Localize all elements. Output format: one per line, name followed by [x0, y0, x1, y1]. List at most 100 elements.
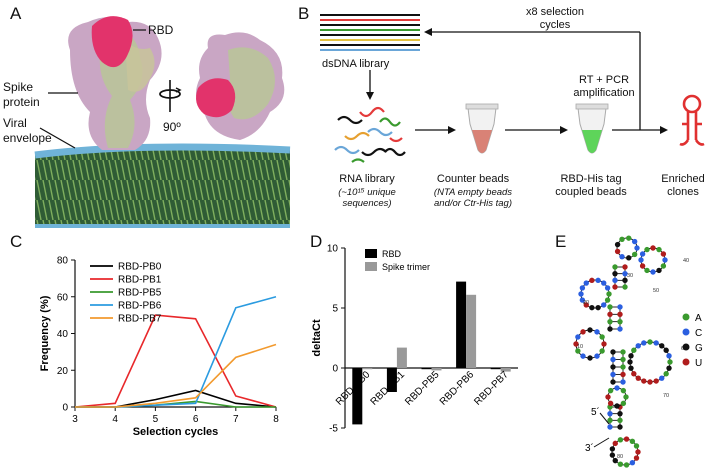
legend-label-a: A: [695, 313, 702, 324]
five-prime-leader: [599, 412, 610, 425]
nucleotide: [612, 440, 618, 447]
nucleotide: [614, 385, 620, 391]
nucleotide: [601, 280, 607, 286]
bar-spike-trimer-rbd-pb7: [500, 368, 511, 372]
nucleotide: [617, 437, 624, 443]
nucleotide: [660, 251, 667, 257]
y-tick-label: -5: [329, 424, 338, 435]
x-tick-label: 5: [153, 414, 159, 425]
bar-rbd-rbd-pb0: [352, 368, 363, 425]
nucleotide: [610, 364, 616, 370]
nucleotide: [617, 326, 623, 332]
y-axis-title: deltaCt: [311, 319, 323, 357]
x-tick-label: 3: [72, 414, 78, 425]
nucleotide: [622, 277, 628, 284]
nucleotide: [635, 449, 641, 455]
counter-beads-label: Counter beads: [436, 173, 510, 185]
panel-b-schematic: [320, 14, 705, 163]
x-category-label: RBD-PB6: [438, 369, 477, 408]
nucleotide: [622, 284, 628, 290]
nucleotide: [620, 379, 626, 385]
bar-rbd-rbd-pb6: [456, 281, 467, 368]
y-tick-label: 10: [327, 244, 339, 255]
three-prime-label: 3´: [585, 442, 594, 454]
nucleotide: [633, 443, 640, 449]
nucleotide: [579, 285, 586, 291]
bar-spike-trimer-rbd-pb0: [362, 368, 373, 370]
nucleotide: [589, 304, 595, 311]
nucleotide: [607, 410, 613, 417]
nucleotide: [644, 267, 650, 274]
nucleotide: [629, 459, 636, 466]
nucleotide: [663, 347, 669, 353]
rbd-label: RBD: [148, 23, 174, 37]
position-label: 70: [663, 393, 669, 399]
nucleotide: [589, 277, 595, 284]
nucleotide: [575, 334, 581, 340]
nucleotide: [612, 270, 618, 277]
nucleotide: [610, 356, 616, 363]
position-label: 40: [683, 258, 689, 264]
nucleotide: [601, 302, 607, 308]
position-label: 10: [577, 344, 583, 350]
spike-side-view: [68, 16, 162, 150]
nucleotide: [667, 359, 673, 365]
nucleotide: [623, 394, 629, 400]
series-line-rbd-pb6: [75, 295, 277, 408]
nucleotide: [628, 353, 634, 359]
deltact-bar-chart: -50510deltaCtRBD-PB0RBD-PB1RBD-PB5RBD-PB…: [311, 244, 518, 435]
nucleotide: [575, 348, 581, 354]
rbd-his-tube-icon: [575, 103, 609, 154]
nucleotide: [583, 280, 589, 286]
nucleotide: [601, 341, 607, 347]
panel-letter-e: E: [555, 232, 567, 251]
nucleotide: [607, 326, 613, 332]
nucleotide: [599, 348, 605, 354]
x-tick-label: 6: [193, 414, 199, 425]
rotation-label: 90º: [163, 120, 181, 134]
panel-a-illustration: [34, 16, 291, 228]
rna-library-icon: [334, 106, 406, 163]
nucleotide: [659, 343, 665, 349]
x-tick-label: 8: [273, 414, 279, 425]
nucleotide: [662, 257, 668, 263]
y-tick-label: 80: [57, 256, 69, 267]
panel-letter-a: A: [10, 4, 22, 23]
nucleotide: [629, 438, 636, 445]
nucleotide: [638, 257, 644, 263]
nucleotide: [579, 297, 586, 303]
nucleotide: [594, 329, 600, 335]
legend-label: RBD-PB6: [118, 301, 162, 312]
y-tick-label: 5: [332, 304, 338, 315]
nucleotide: [612, 284, 618, 290]
spike-rotated-view: [196, 32, 285, 140]
nucleotide: [587, 355, 593, 361]
nucleotide: [610, 371, 616, 378]
nucleotide: [631, 251, 638, 258]
y-tick-label: 0: [62, 403, 68, 414]
three-prime-leader: [593, 437, 610, 448]
rna-library-label: RNA library: [339, 173, 395, 185]
loop-backbone: [640, 247, 666, 273]
nucleotide: [620, 349, 626, 355]
y-tick-label: 20: [57, 366, 69, 377]
legend-label: RBD: [382, 249, 402, 259]
x-category-label: RBD-PB5: [403, 369, 442, 408]
nucleotide: [610, 349, 616, 355]
counter-beads-sublabel: (NTA empty beads and/or Ctr-His tag): [433, 187, 513, 209]
position-label: 20: [583, 300, 589, 306]
nucleotide: [628, 365, 634, 371]
legend-dot-g: [682, 343, 690, 351]
nucleotide: [607, 304, 613, 310]
nucleotide: [622, 270, 628, 277]
nucleotide: [620, 364, 626, 370]
panel-letter-d: D: [310, 232, 323, 251]
legend-label-c: C: [695, 328, 702, 339]
legend-label: RBD-PB5: [118, 288, 162, 299]
nucleotide: [620, 371, 626, 378]
loop-backbone: [629, 341, 671, 383]
nucleotide: [631, 347, 637, 353]
nucleotide: [650, 269, 656, 275]
nucleotide: [606, 291, 612, 297]
